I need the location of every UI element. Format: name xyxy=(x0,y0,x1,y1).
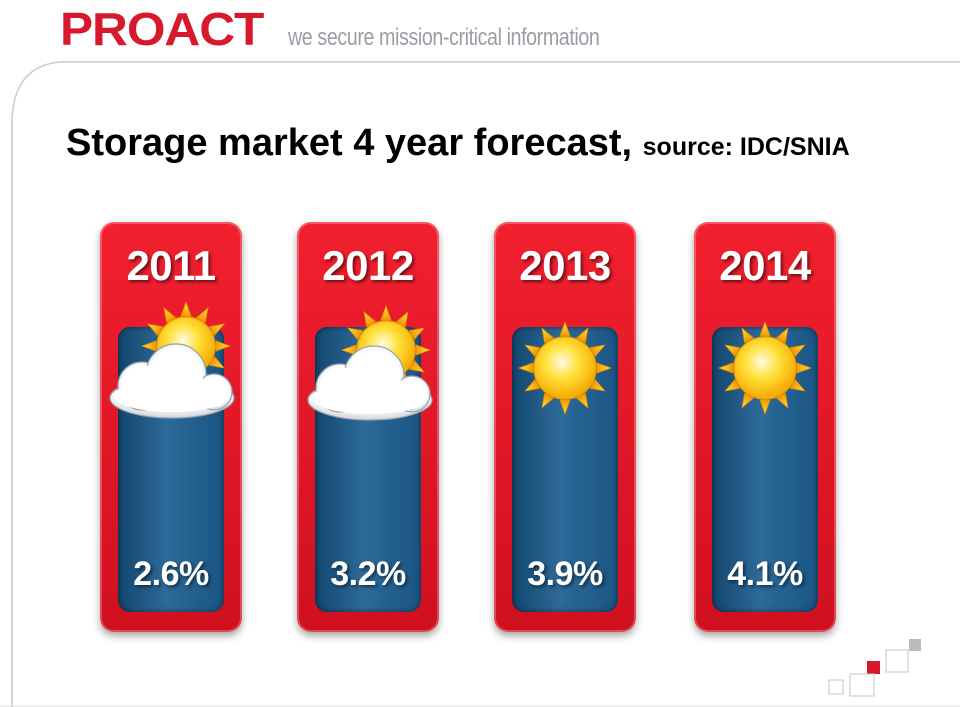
forecast-year: 2013 xyxy=(519,242,611,289)
sun-icon xyxy=(717,320,813,416)
sun-icon xyxy=(517,320,613,416)
header: PROACT we secure mission-critical inform… xyxy=(0,0,960,62)
forecast-card-2011: 2011 2.6% xyxy=(100,222,242,632)
partly-cloudy-icon xyxy=(109,300,235,419)
title-main: Storage market 4 year forecast, xyxy=(66,122,633,164)
forecast-growth: 4.1% xyxy=(727,555,803,593)
forecast-growth: 2.6% xyxy=(133,555,209,593)
tagline: we secure mission-critical information xyxy=(288,24,600,51)
title-source: source: IDC/SNIA xyxy=(642,133,850,161)
forecast-growth: 3.9% xyxy=(527,555,603,593)
forecast-card-2013: 2013 3.9% xyxy=(494,222,636,632)
forecast-growth: 3.2% xyxy=(330,555,406,593)
forecast-card-2014: 2014 4.1% xyxy=(694,222,836,632)
decorative-squares-icon xyxy=(828,639,921,697)
partly-cloudy-icon xyxy=(307,304,433,421)
forecast-year: 2012 xyxy=(322,242,414,289)
forecast-year: 2014 xyxy=(719,242,811,289)
forecast-year: 2011 xyxy=(126,242,216,289)
slide-title: Storage market 4 year forecast, source: … xyxy=(66,122,850,165)
proact-logo: PROACT xyxy=(60,3,264,55)
